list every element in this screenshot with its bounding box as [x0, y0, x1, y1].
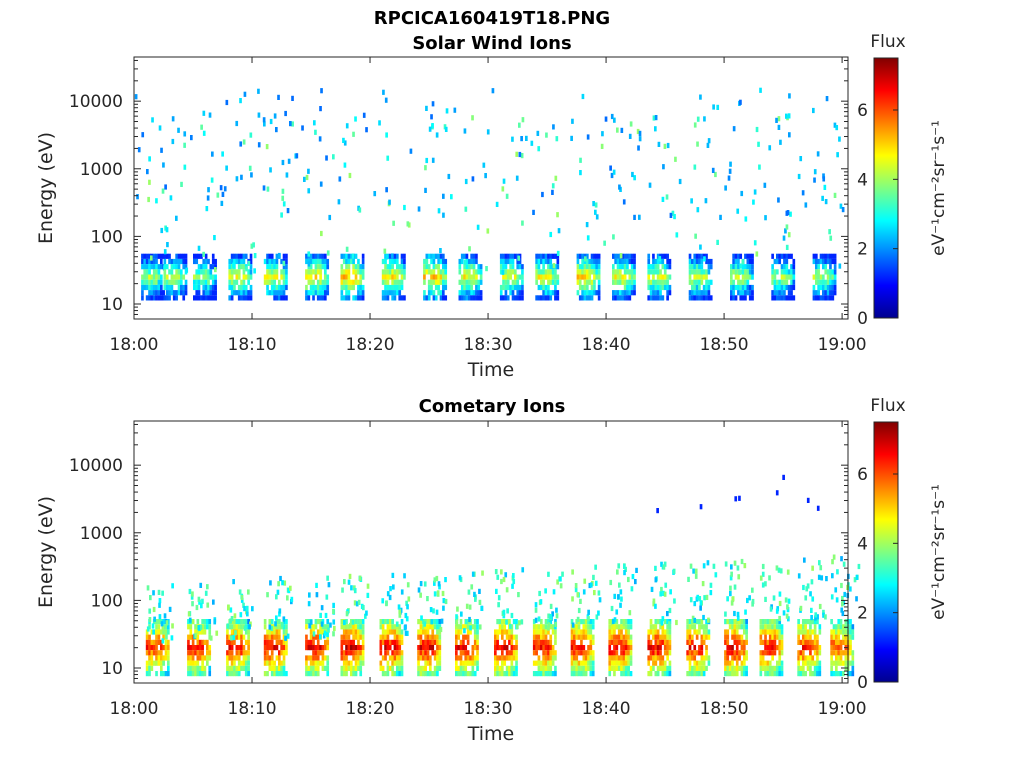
flux-burst: [193, 124, 224, 301]
figure-title: RPCICA160419T18.PNG: [374, 8, 610, 29]
flux-burst: [423, 123, 453, 301]
flux-burst: [417, 575, 448, 677]
y-axis-label: Energy (eV): [35, 132, 57, 244]
x-axis-label: Time: [467, 723, 515, 745]
y-tick-label: 10000: [69, 456, 123, 476]
flux-burst: [688, 116, 719, 301]
flux-burst: [228, 132, 257, 301]
y-tick-label: 10: [101, 295, 123, 315]
flux-burst: [458, 115, 490, 301]
flux-burst: [797, 557, 828, 677]
colorbar-tick-label: 6: [857, 465, 868, 485]
y-tick-label: 1000: [80, 160, 123, 180]
flux-burst: [608, 563, 638, 677]
x-tick-label: 18:40: [582, 699, 631, 719]
colorbar-title: Flux: [870, 32, 905, 52]
colorbar-solar-wind: Flux 0 2 4 6 eV⁻¹cm⁻²sr⁻¹s⁻¹: [857, 32, 949, 329]
x-tick-label: 19:00: [818, 699, 867, 719]
y-tick-label: 1000: [80, 524, 123, 544]
flux-burst: [724, 558, 755, 677]
x-tick-label: 19:00: [818, 335, 867, 355]
axes-solar-wind: 18:00 18:10 18:20 18:30 18:40 18:50 19:00 10 100…: [69, 57, 867, 355]
y-tick-label: 100: [91, 591, 123, 611]
colorbar-label: eV⁻¹cm⁻²sr⁻¹s⁻¹: [929, 120, 949, 256]
flux-burst: [340, 573, 370, 677]
x-axis-label: Time: [467, 359, 515, 381]
axes-cometary: 18:00 18:10 18:20 18:30 18:40 18:50 19:00 10 100…: [69, 421, 867, 719]
x-tick-label: 18:10: [228, 335, 277, 355]
colorbar-cometary: Flux 0 2 4 6 eV⁻¹cm⁻²sr⁻¹s⁻¹: [857, 396, 949, 693]
flux-scatter: [656, 474, 820, 514]
x-tick-label: 18:50: [700, 699, 749, 719]
panel-solar-wind: Solar Wind Ions 18:00 18:10 18:20 18:30 18:4…: [35, 32, 949, 381]
flux-burst: [771, 115, 801, 301]
flux-burst: [730, 126, 761, 301]
y-tick-label: 10: [101, 659, 123, 679]
x-tick-label: 18:50: [700, 335, 749, 355]
flux-burst: [535, 132, 561, 301]
colorbar-tick-label: 0: [857, 309, 868, 329]
y-axis-label: Energy (eV): [35, 496, 57, 608]
flux-burst: [455, 570, 484, 677]
x-tick-label: 18:00: [110, 335, 159, 355]
flux-burst: [576, 131, 606, 301]
x-tick-label: 18:20: [346, 335, 395, 355]
panel-title-cometary: Cometary Ions: [419, 396, 566, 417]
flux-burst: [494, 567, 525, 677]
flux-burst: [145, 583, 174, 677]
colorbar-title: Flux: [870, 396, 905, 416]
x-tick-label: 18:00: [110, 699, 159, 719]
y-tick-label: 100: [91, 227, 123, 247]
flux-burst: [340, 116, 365, 301]
flux-burst: [226, 579, 254, 677]
colorbar-scale: [873, 421, 899, 683]
colorbar-tick-label: 2: [857, 240, 868, 260]
heatmap-cometary: [145, 474, 861, 677]
flux-burst: [499, 117, 525, 301]
flux-burst: [381, 132, 411, 301]
x-tick-label: 18:40: [582, 335, 631, 355]
flux-burst: [647, 561, 678, 677]
flux-burst: [759, 563, 791, 677]
flux-burst: [263, 118, 294, 301]
flux-burst: [812, 122, 843, 301]
plot-frame: [133, 420, 849, 684]
colorbar-label: eV⁻¹cm⁻²sr⁻¹s⁻¹: [929, 484, 949, 620]
flux-burst: [379, 572, 411, 677]
flux-burst: [647, 115, 679, 301]
panel-title-solar-wind: Solar Wind Ions: [412, 33, 571, 54]
x-tick-label: 18:10: [228, 699, 277, 719]
flux-burst: [163, 127, 189, 301]
colorbar-tick-label: 4: [857, 534, 868, 554]
flux-scatter: [134, 87, 845, 221]
flux-burst: [532, 571, 564, 677]
x-tick-label: 18:30: [464, 699, 513, 719]
heatmap-solar-wind: [134, 87, 845, 301]
plot-frame: [133, 56, 849, 320]
colorbar-tick-label: 2: [857, 604, 868, 624]
x-tick-label: 18:30: [464, 335, 513, 355]
panel-cometary: Cometary Ions 18:00 18:10 18:20 18:30 18:40 1…: [35, 396, 949, 745]
flux-burst: [263, 575, 294, 677]
flux-burst: [141, 117, 167, 301]
colorbar-tick-label: 0: [857, 673, 868, 693]
y-tick-label: 10000: [69, 92, 123, 112]
flux-burst: [612, 121, 642, 301]
colorbar-tick-label: 6: [857, 101, 868, 121]
colorbar-tick-label: 4: [857, 170, 868, 190]
colorbar-scale: [873, 57, 899, 319]
flux-burst: [305, 575, 336, 677]
flux-burst: [305, 120, 335, 301]
flux-burst: [187, 582, 219, 677]
flux-burst: [570, 564, 602, 677]
x-tick-label: 18:20: [346, 699, 395, 719]
flux-burst: [686, 560, 718, 677]
